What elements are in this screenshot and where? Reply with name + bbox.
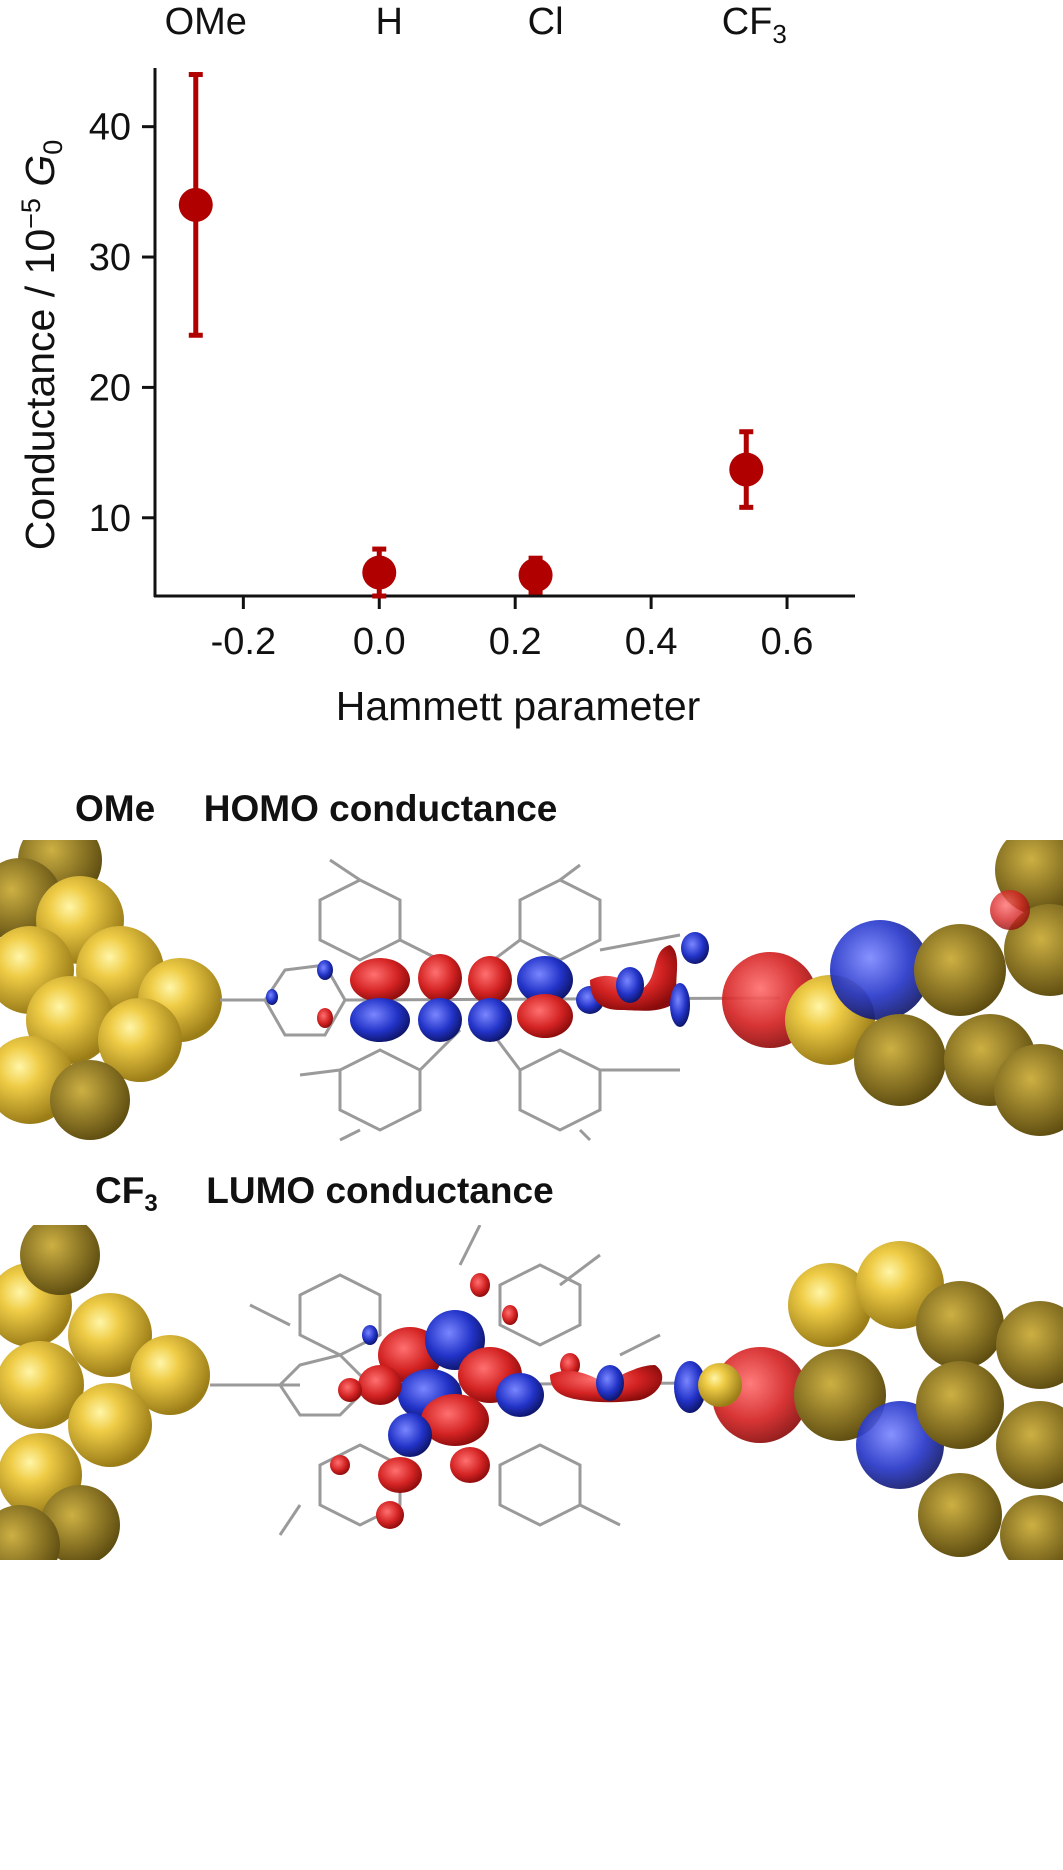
homo-title: HOMO conductance <box>203 788 558 829</box>
data-point <box>178 187 213 222</box>
lumo-panel-title: CF3 LUMO conductance <box>95 1170 554 1217</box>
x-tick-label: 0.4 <box>625 621 678 663</box>
x-tick-label: -0.2 <box>211 621 276 663</box>
data-point <box>518 558 553 593</box>
substituent-label: H <box>376 1 403 43</box>
x-ticks: -0.2 0.0 0.2 0.4 0.6 <box>211 596 814 663</box>
axes <box>153 68 855 598</box>
x-tick-label: 0.6 <box>761 621 814 663</box>
lumo-orbital-image <box>0 1225 1063 1560</box>
data-points <box>178 72 764 599</box>
right-gold-electrode <box>722 840 1063 1136</box>
y-tick-label: 20 <box>89 367 131 409</box>
lumo-title: LUMO conductance <box>206 1170 554 1211</box>
substituent-labels: OMe H Cl CF3 <box>165 1 787 49</box>
substituent-label: CF3 <box>722 1 787 49</box>
left-gold-electrode <box>0 1225 210 1560</box>
lumo-orbital-lobes <box>330 1273 706 1529</box>
homo-panel-title: OMe HOMO conductance <box>75 788 557 830</box>
y-tick-label: 30 <box>89 237 131 279</box>
lumo-substituent-label: CF3 <box>95 1170 158 1217</box>
substituent-label: Cl <box>528 1 564 43</box>
left-gold-electrode <box>0 840 222 1140</box>
x-tick-label: 0.2 <box>489 621 542 663</box>
y-tick-label: 40 <box>89 107 131 149</box>
data-point <box>729 452 764 487</box>
substituent-label: OMe <box>165 1 247 43</box>
homo-orbital-lobes <box>266 932 709 1042</box>
x-tick-label: 0.0 <box>353 621 406 663</box>
homo-orbital-image <box>0 840 1063 1142</box>
homo-substituent-label: OMe <box>75 788 156 829</box>
data-point <box>362 555 397 590</box>
y-ticks: 10 20 30 40 <box>89 107 155 540</box>
x-axis-label: Hammett parameter <box>336 683 701 729</box>
right-gold-electrode <box>698 1241 1063 1560</box>
y-tick-label: 10 <box>89 498 131 540</box>
hammett-chart: OMe H Cl CF3 -0.2 0.0 0.2 0.4 0.6 10 20 30 40 Hamm… <box>16 1 855 729</box>
y-axis-label: Conductance / 10−5 G0 <box>16 140 68 551</box>
